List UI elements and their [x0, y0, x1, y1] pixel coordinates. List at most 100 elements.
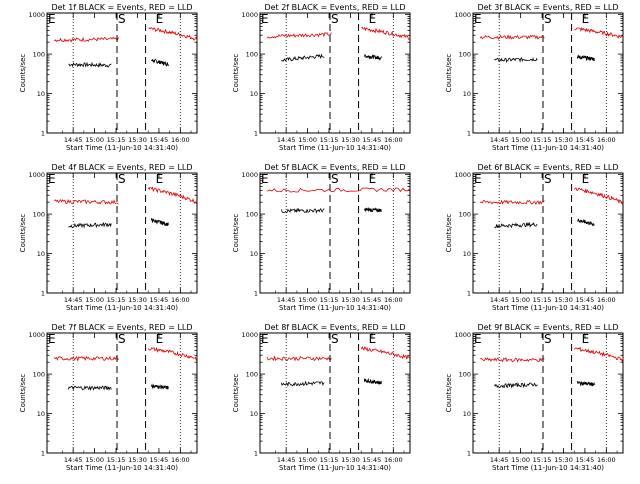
x-tick-label: 16:00	[171, 136, 190, 144]
marker-e: E	[582, 12, 590, 26]
y-tick-label: 100	[33, 211, 45, 219]
x-tick-label: 16:00	[597, 296, 616, 304]
x-tick-label: 16:00	[171, 296, 190, 304]
lld-line	[53, 198, 119, 205]
marker-s: S	[544, 332, 552, 346]
lld-line	[480, 357, 545, 363]
lld-line	[53, 36, 119, 43]
events-line	[150, 58, 169, 67]
marker-e: E	[261, 172, 269, 186]
y-tick-label: 1	[467, 450, 471, 458]
x-tick-label: 15:45	[363, 296, 382, 304]
y-axis-label: Counts/sec	[445, 374, 453, 413]
x-tick-label: 15:45	[363, 456, 382, 464]
panel-det-9: Det 9f BLACK = Events, RED = LLD 1 10 100 10…	[445, 323, 624, 472]
x-axis-label: Start Time (11-Jun-10 14:31:40)	[279, 144, 391, 152]
plot-title: Det 4f BLACK = Events, RED = LLD	[51, 163, 192, 172]
marker-e: E	[582, 332, 590, 346]
x-axis-label: Start Time (11-Jun-10 14:31:40)	[279, 464, 391, 472]
y-axis-label: Counts/sec	[445, 214, 453, 253]
x-tick-label: 15:30	[554, 296, 573, 304]
y-axis-label: Counts/sec	[232, 54, 240, 93]
x-axis-label: Start Time (11-Jun-10 14:31:40)	[66, 304, 178, 312]
marker-s: S	[331, 12, 339, 26]
x-tick-label: 15:00	[298, 136, 317, 144]
y-tick-label: 10	[250, 410, 258, 418]
y-axis-label: Counts/sec	[19, 214, 27, 253]
x-tick-label: 15:00	[85, 456, 104, 464]
panel-det-2: Det 2f BLACK = Events, RED = LLD 1 10 100 10…	[232, 3, 411, 152]
y-tick-label: 1000	[241, 171, 258, 179]
x-tick-label: 15:45	[150, 296, 169, 304]
y-tick-label: 1	[41, 130, 45, 138]
y-tick-label: 1000	[454, 331, 471, 339]
marker-s: S	[331, 172, 339, 186]
y-tick-label: 10	[463, 250, 471, 258]
x-tick-label: 15:15	[320, 296, 339, 304]
x-tick-label: 15:15	[107, 456, 126, 464]
marker-e: E	[48, 12, 56, 26]
x-tick-label: 15:15	[107, 296, 126, 304]
y-tick-label: 100	[459, 371, 471, 379]
plot-title: Det 9f BLACK = Events, RED = LLD	[477, 323, 618, 332]
events-line	[363, 206, 382, 213]
lld-line	[266, 187, 411, 193]
events-line	[68, 385, 112, 391]
x-tick-label: 16:00	[597, 456, 616, 464]
plot-frame	[259, 332, 411, 454]
x-tick-label: 16:00	[384, 136, 403, 144]
events-line	[150, 217, 169, 227]
x-tick-label: 15:45	[363, 136, 382, 144]
x-tick-label: 14:45	[277, 136, 296, 144]
events-line	[576, 381, 595, 387]
plot-frame	[472, 172, 624, 294]
y-tick-label: 1000	[454, 11, 471, 19]
panel-det-5: Det 5f BLACK = Events, RED = LLD 1 10 100 10…	[232, 163, 411, 312]
marker-e: E	[369, 12, 377, 26]
marker-e: E	[48, 172, 56, 186]
events-line	[68, 221, 112, 229]
marker-e: E	[582, 172, 590, 186]
events-line	[576, 54, 595, 62]
y-axis-label: Counts/sec	[232, 374, 240, 413]
plot-frame	[472, 12, 624, 134]
marker-e: E	[369, 172, 377, 186]
marker-e: E	[474, 172, 482, 186]
plot-title: Det 3f BLACK = Events, RED = LLD	[477, 3, 618, 12]
y-tick-label: 10	[463, 410, 471, 418]
x-tick-label: 15:30	[341, 456, 360, 464]
x-tick-label: 15:15	[533, 136, 552, 144]
y-tick-label: 10	[37, 90, 45, 98]
y-tick-label: 10	[250, 250, 258, 258]
events-line	[494, 221, 538, 229]
marker-e: E	[48, 332, 56, 346]
x-tick-label: 15:30	[554, 136, 573, 144]
y-tick-label: 100	[33, 51, 45, 59]
x-tick-label: 15:00	[511, 136, 530, 144]
y-tick-label: 1000	[241, 11, 258, 19]
y-tick-label: 100	[246, 51, 258, 59]
x-tick-label: 15:30	[128, 136, 147, 144]
x-tick-label: 15:00	[85, 136, 104, 144]
y-tick-label: 1	[467, 290, 471, 298]
plot-title: Det 5f BLACK = Events, RED = LLD	[264, 163, 405, 172]
x-tick-label: 14:45	[64, 136, 83, 144]
marker-s: S	[331, 332, 339, 346]
lld-line	[148, 186, 198, 205]
plot-frame	[46, 332, 198, 454]
y-axis-label: Counts/sec	[19, 374, 27, 413]
events-line	[150, 383, 169, 390]
y-axis-label: Counts/sec	[19, 54, 27, 93]
lld-line	[479, 199, 545, 206]
lld-line	[361, 346, 411, 360]
y-tick-label: 10	[250, 90, 258, 98]
x-tick-label: 15:45	[576, 296, 595, 304]
x-tick-label: 14:45	[277, 456, 296, 464]
marker-s: S	[544, 172, 552, 186]
x-tick-label: 15:30	[341, 296, 360, 304]
x-tick-label: 15:00	[511, 296, 530, 304]
marker-s: S	[544, 12, 552, 26]
marker-e: E	[474, 12, 482, 26]
x-tick-label: 15:15	[533, 296, 552, 304]
